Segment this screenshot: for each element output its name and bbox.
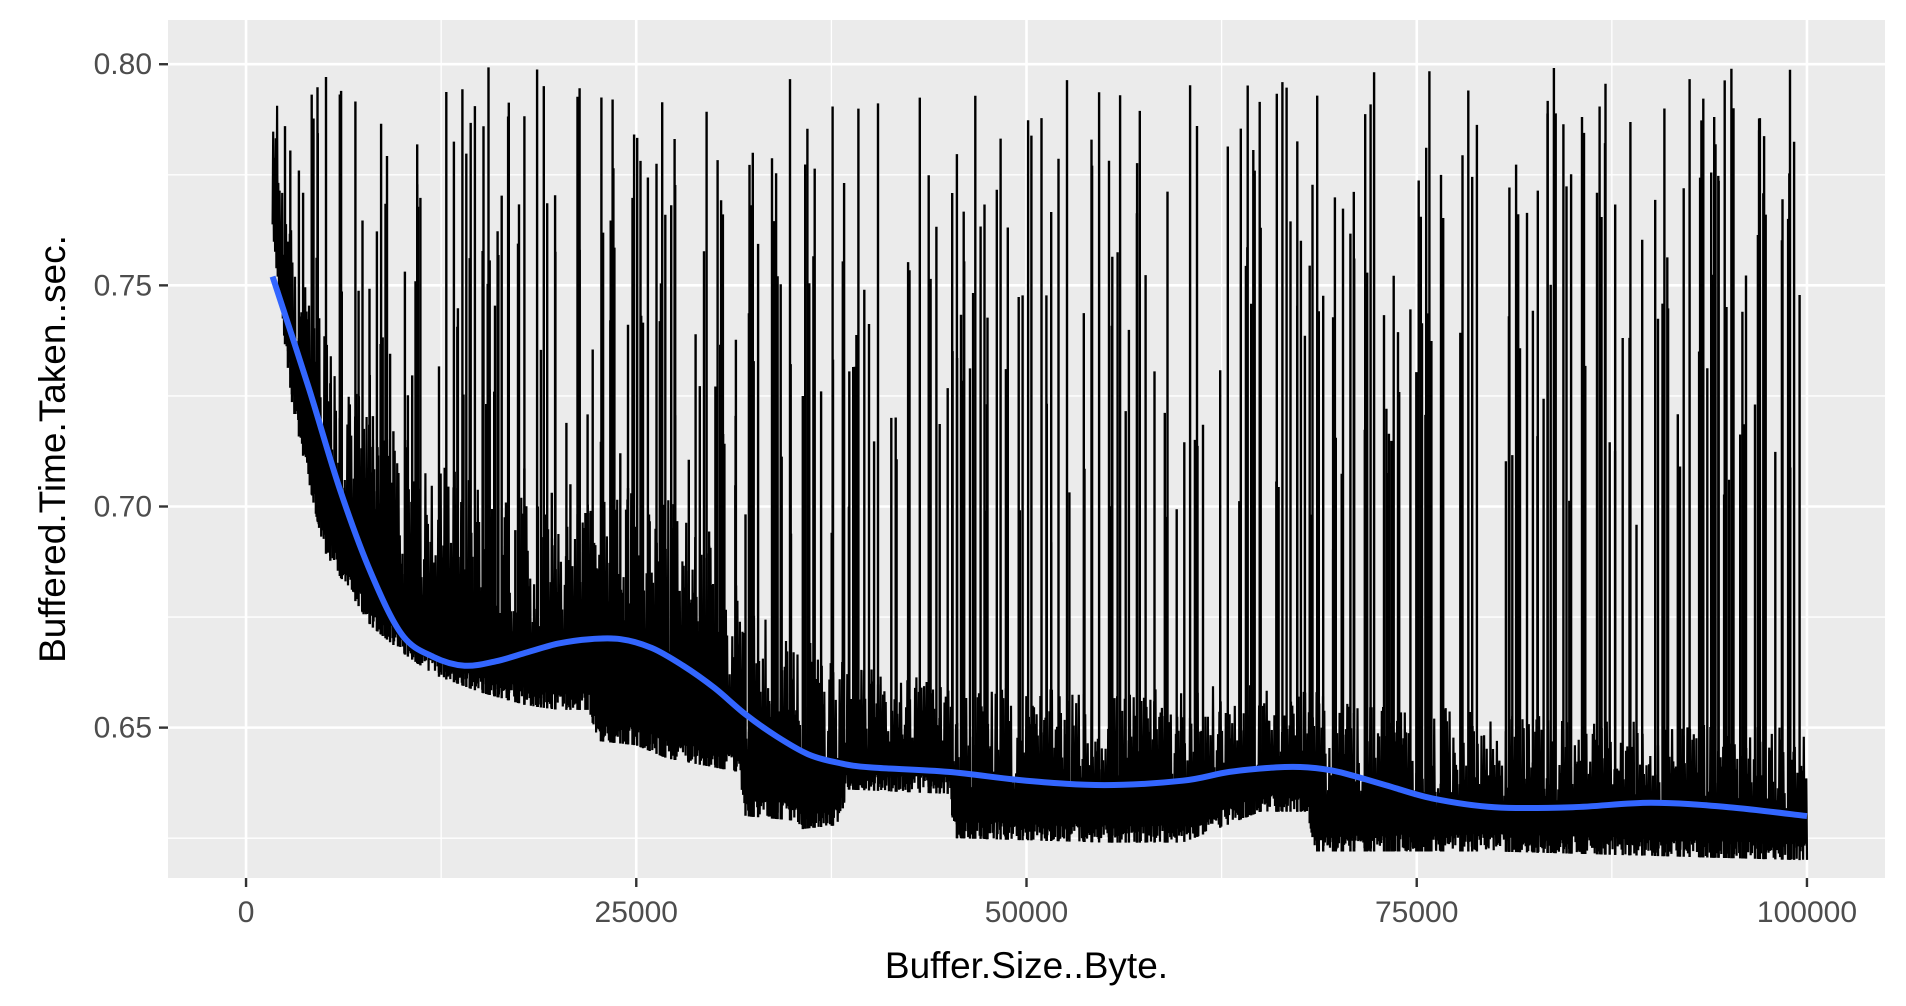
y-tick-label: 0.65 xyxy=(94,712,152,745)
x-axis-title: Buffer.Size..Byte. xyxy=(885,945,1168,986)
y-tick-label: 0.75 xyxy=(94,269,152,302)
y-axis: 0.65 0.70 0.75 0.80 xyxy=(94,48,168,745)
raw-series xyxy=(271,67,1809,861)
x-tick-label: 0 xyxy=(238,896,255,929)
x-axis: 0 25000 50000 75000 100000 xyxy=(238,878,1857,929)
y-axis-title: Buffered.Time.Taken..sec. xyxy=(32,235,73,663)
y-tick-label: 0.70 xyxy=(94,490,152,523)
x-tick-label: 100000 xyxy=(1757,896,1857,929)
x-tick-label: 75000 xyxy=(1375,896,1458,929)
x-tick-label: 50000 xyxy=(985,896,1068,929)
y-tick-label: 0.80 xyxy=(94,48,152,81)
smooth-trend-line xyxy=(269,275,1808,820)
x-tick-label: 25000 xyxy=(595,896,678,929)
